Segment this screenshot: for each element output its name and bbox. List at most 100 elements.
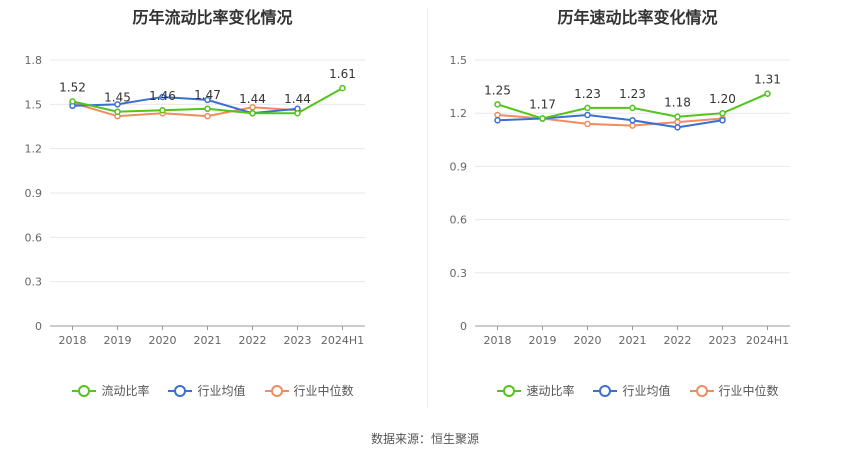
quick-ratio-panel: 历年速动比率变化情况 0 0.3 0.6 0.9 1.2 1.5 2018 2019 2020 2… <box>425 0 850 410</box>
series-point <box>629 104 636 112</box>
legend-label: 流动比率 <box>101 384 150 398</box>
y-tick-label: 1.2 <box>25 143 43 156</box>
series-point <box>764 90 771 97</box>
x-tick-label: 2020 <box>149 334 177 347</box>
data-label: 1.23 <box>574 87 601 101</box>
series-point <box>629 122 636 129</box>
series-point <box>249 109 256 117</box>
series-point <box>719 117 726 124</box>
y-tick-label: 0.6 <box>25 231 43 244</box>
x-tick-label: 2023 <box>284 334 312 347</box>
data-label: 1.52 <box>59 80 86 94</box>
data-label: 1.47 <box>194 88 221 102</box>
y-tick-label: 0.3 <box>25 276 43 289</box>
legend-marker-icon <box>168 384 193 397</box>
quick-ratio-legend: 速动比率 行业均值 行业中位数 <box>425 382 850 399</box>
data-label: 1.61 <box>329 67 356 81</box>
current-ratio-panel: 历年流动比率变化情况 0 0.3 0.6 0.9 1.2 1.5 1.8 2018 2019 20… <box>0 0 425 410</box>
series-point <box>494 111 501 119</box>
legend-label: 速动比率 <box>526 384 575 398</box>
series-point <box>674 113 681 120</box>
current-ratio-chart: 0 0.3 0.6 0.9 1.2 1.5 1.8 2018 2019 2020 2021 2022 2… <box>25 54 365 347</box>
legend-item[interactable]: 流动比率 <box>71 382 149 399</box>
y-tick-label: 1.2 <box>450 107 468 120</box>
x-tick-label: 2022 <box>239 334 267 347</box>
series-point <box>494 117 501 124</box>
legend-item[interactable]: 行业中位数 <box>689 382 779 399</box>
legend-item[interactable]: 行业均值 <box>167 382 246 399</box>
x-tick-label: 2023 <box>709 334 737 347</box>
series-point <box>204 96 211 104</box>
series-point <box>204 112 211 120</box>
x-tick-label: 2024H1 <box>321 334 364 347</box>
series-point <box>159 93 166 101</box>
series-line <box>497 113 723 129</box>
x-tick-label: 2021 <box>194 334 222 347</box>
legend-label: 行业均值 <box>197 384 246 398</box>
x-tick-label: 2019 <box>529 334 557 347</box>
legend-label: 行业均值 <box>622 384 671 398</box>
series-point <box>249 104 256 111</box>
current-ratio-legend: 流动比率 行业均值 行业中位数 <box>0 382 425 399</box>
legend-marker-icon <box>689 384 714 397</box>
legend-label: 行业中位数 <box>293 384 354 398</box>
y-tick-label: 1.8 <box>25 54 43 67</box>
series-point <box>674 118 681 126</box>
data-source: 数据来源：恒生聚源 <box>370 432 479 446</box>
x-tick-label: 2018 <box>484 334 512 347</box>
x-tick-label: 2021 <box>619 334 647 347</box>
legend-marker-icon <box>264 384 289 397</box>
legend-marker-icon <box>72 384 97 397</box>
x-tick-label: 2022 <box>664 334 692 347</box>
series-point <box>494 101 501 108</box>
y-tick-label: 0 <box>460 320 467 333</box>
series-point <box>339 84 346 92</box>
y-tick-label: 0 <box>35 320 42 333</box>
series-point <box>159 106 166 114</box>
legend-label: 行业中位数 <box>718 384 779 398</box>
quick-ratio-chart: 0 0.3 0.6 0.9 1.2 1.5 2018 2019 2020 2021 2022 2023… <box>450 54 790 347</box>
legend-marker-icon <box>497 384 522 397</box>
data-label: 1.25 <box>484 83 511 97</box>
data-label: 1.23 <box>619 87 646 101</box>
data-label: 1.31 <box>754 73 781 87</box>
data-label: 1.46 <box>149 89 176 103</box>
data-label: 1.18 <box>664 96 691 110</box>
legend-item[interactable]: 行业中位数 <box>264 382 354 399</box>
current-ratio-title: 历年流动比率变化情况 <box>132 8 293 27</box>
x-tick-label: 2024H1 <box>746 334 789 347</box>
data-label: 1.20 <box>709 92 736 106</box>
series-line <box>72 101 298 118</box>
legend-marker-icon <box>593 384 618 397</box>
series-point <box>69 98 76 105</box>
series-point <box>204 105 211 113</box>
x-tick-label: 2019 <box>104 334 132 347</box>
data-label: 1.44 <box>239 92 266 106</box>
y-tick-label: 1.5 <box>25 98 43 111</box>
y-tick-label: 1.5 <box>450 54 468 67</box>
series-point <box>584 120 591 128</box>
series-point <box>629 117 636 124</box>
data-label: 1.17 <box>529 98 556 112</box>
quick-ratio-title: 历年速动比率变化情况 <box>557 8 718 27</box>
series-point <box>294 109 301 117</box>
data-label: 1.44 <box>284 92 311 106</box>
y-tick-label: 0.3 <box>450 267 468 280</box>
y-tick-label: 0.9 <box>450 160 468 173</box>
series-point <box>114 108 121 115</box>
series-point <box>114 101 121 108</box>
series-point <box>674 124 681 131</box>
legend-item[interactable]: 行业均值 <box>592 382 671 399</box>
x-tick-label: 2020 <box>574 334 602 347</box>
series-point <box>584 104 591 112</box>
y-tick-label: 0.6 <box>450 214 468 227</box>
y-tick-label: 0.9 <box>25 187 43 200</box>
data-label: 1.45 <box>104 91 131 105</box>
series-point <box>539 115 546 122</box>
panel-divider <box>427 8 428 408</box>
series-point <box>719 109 726 117</box>
legend-item[interactable]: 速动比率 <box>496 382 574 399</box>
series-point <box>584 111 591 119</box>
x-tick-label: 2018 <box>59 334 87 347</box>
